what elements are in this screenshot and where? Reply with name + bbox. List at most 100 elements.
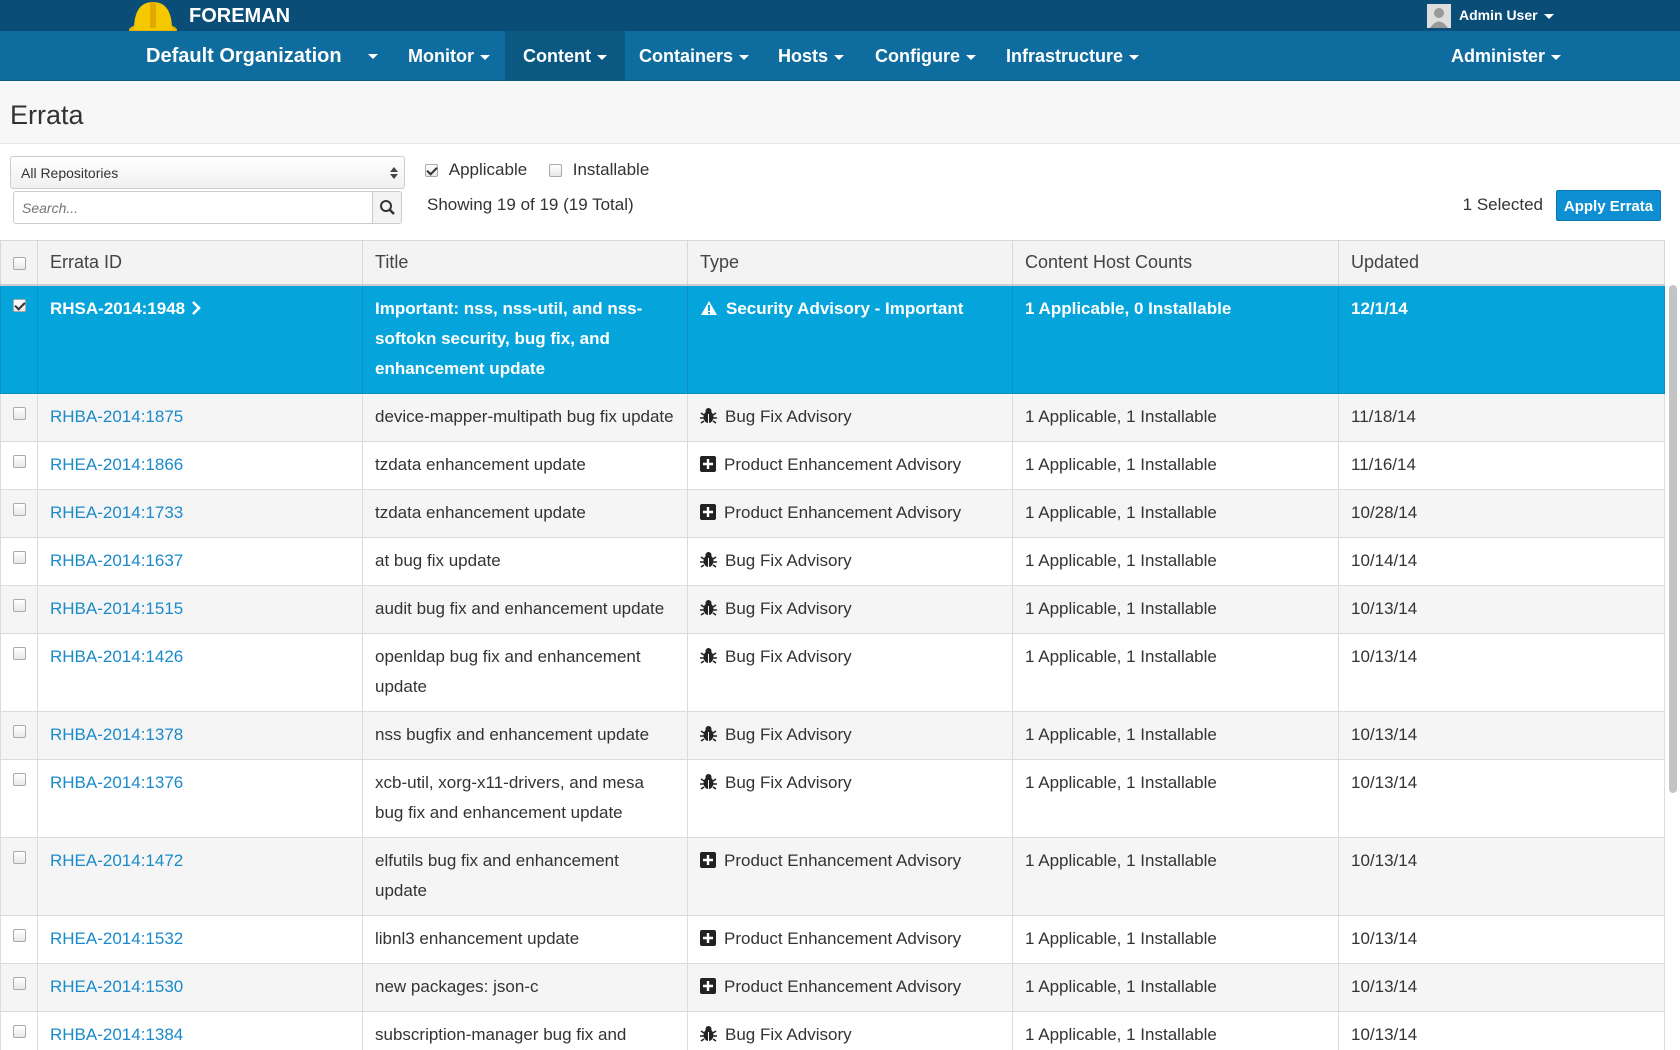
errata-type: Product Enhancement Advisory: [724, 976, 962, 996]
cell: 10/13/14: [1338, 914, 1665, 964]
enhancement-icon: [700, 929, 716, 946]
updated-date: 10/13/14: [1351, 772, 1418, 792]
chevron-icon: [192, 300, 201, 315]
errata-type: Product Enhancement Advisory: [724, 502, 962, 522]
nav-bar: Default Organization Administer Monitor C…: [0, 31, 1680, 81]
nav-label: Content: [523, 46, 591, 66]
errata-link[interactable]: RHBA-2014:1515: [50, 598, 184, 618]
nav-item[interactable]: Monitor: [390, 31, 508, 81]
caret: [739, 54, 750, 60]
checkbox-cell: [0, 536, 38, 586]
row-checkbox[interactable]: [12, 598, 26, 612]
errata-link[interactable]: RHBA-2014:1637: [50, 550, 184, 570]
errata-row: RHEA-2014:1866 tzdata enhancement update P…: [0, 440, 1665, 490]
errata-link[interactable]: RHEA-2014:1532: [50, 928, 184, 948]
apply-errata-button[interactable]: Apply Errata: [1556, 190, 1661, 221]
errata-type: Bug Fix Advisory: [725, 646, 852, 666]
nav-label: Administer: [1451, 46, 1546, 66]
errata-link[interactable]: RHBA-2014:1426: [50, 646, 184, 666]
errata-link[interactable]: RHEA-2014:1733: [50, 502, 184, 522]
cell: Bug Fix Advisory: [687, 536, 1013, 586]
bug-icon: [700, 1025, 717, 1042]
caret: [966, 54, 976, 60]
errata-row: RHBA-2014:1875 device-mapper-multipath bu…: [0, 392, 1665, 442]
errata-link[interactable]: RHBA-2014:1875: [50, 406, 184, 426]
errata-link[interactable]: RHSA-2014:1948: [50, 298, 186, 318]
org-switcher[interactable]: Default Organization: [128, 31, 396, 81]
cell: tzdata enhancement update: [362, 488, 688, 538]
search-button[interactable]: [372, 191, 402, 224]
cell: Bug Fix Advisory: [687, 758, 1013, 838]
column-header: Type: [687, 240, 1013, 286]
updated-date: 10/14/14: [1351, 550, 1418, 570]
row-checkbox[interactable]: [12, 502, 26, 516]
errata-link[interactable]: RHEA-2014:1472: [50, 850, 184, 870]
cell: subscription-manager bug fix and: [362, 1010, 688, 1050]
errata-title: tzdata enhancement update: [375, 502, 586, 522]
checkbox[interactable]: [549, 164, 562, 178]
checkbox[interactable]: [425, 164, 438, 178]
result-count: Showing 19 of 19 (19 Total): [427, 195, 634, 214]
errata-title: new packages: json-c: [375, 976, 539, 996]
row-checkbox[interactable]: [12, 850, 26, 864]
cell: 10/13/14: [1338, 584, 1665, 634]
nav-item[interactable]: Containers: [621, 31, 767, 81]
search-icon: [380, 200, 395, 215]
host-counts: 1 Applicable, 1 Installable: [1025, 928, 1217, 948]
cell: RHBA-2014:1426: [37, 632, 363, 712]
user-menu[interactable]: Admin User: [1459, 7, 1554, 23]
search-input[interactable]: [13, 191, 373, 224]
page-title: Errata: [10, 100, 84, 130]
errata-link[interactable]: RHBA-2014:1384: [50, 1024, 184, 1044]
errata-row: RHEA-2014:1733 tzdata enhancement update P…: [0, 488, 1665, 538]
row-checkbox[interactable]: [12, 772, 26, 786]
user-avatar: [1427, 4, 1451, 28]
checkbox-cell: [0, 440, 38, 490]
select-all-checkbox[interactable]: [12, 256, 26, 270]
row-checkbox[interactable]: [12, 976, 26, 990]
header-row: Errata ID Title Type Content Host Counts Upd…: [0, 240, 1665, 286]
nav-item[interactable]: Content: [505, 31, 625, 81]
errata-link[interactable]: RHEA-2014:1530: [50, 976, 184, 996]
updated-date: 10/13/14: [1351, 724, 1418, 744]
errata-type: Bug Fix Advisory: [725, 550, 852, 570]
checkbox-cell: [0, 392, 38, 442]
row-checkbox[interactable]: [12, 1024, 26, 1038]
cell: Bug Fix Advisory: [687, 710, 1013, 760]
nav-item[interactable]: Hosts: [760, 31, 862, 81]
cell: 1 Applicable, 0 Installable: [1012, 284, 1339, 394]
row-checkbox[interactable]: [12, 454, 26, 468]
nav-item[interactable]: Infrastructure: [988, 31, 1157, 81]
host-counts: 1 Applicable, 1 Installable: [1025, 724, 1217, 744]
nav-item[interactable]: Configure: [857, 31, 994, 81]
installable-filter[interactable]: Installable: [549, 160, 649, 180]
row-checkbox[interactable]: [12, 550, 26, 564]
errata-row: RHBA-2014:1376 xcb-util, xorg-x11-drivers…: [0, 758, 1665, 838]
row-checkbox[interactable]: [12, 298, 26, 312]
row-checkbox[interactable]: [12, 406, 26, 420]
cell: 1 Applicable, 1 Installable: [1012, 1010, 1339, 1050]
applicable-filter[interactable]: Applicable: [425, 160, 527, 180]
row-checkbox[interactable]: [12, 928, 26, 942]
nav-label: Infrastructure: [1006, 46, 1124, 66]
errata-link[interactable]: RHBA-2014:1378: [50, 724, 184, 744]
repository-select[interactable]: All Repositories: [10, 156, 405, 189]
nav-administer[interactable]: Administer: [1433, 31, 1579, 81]
row-checkbox[interactable]: [12, 646, 26, 660]
host-counts: 1 Applicable, 1 Installable: [1025, 598, 1217, 618]
cell: nss bugfix and enhancement update: [362, 710, 688, 760]
row-checkbox[interactable]: [12, 724, 26, 738]
select-arrows: [390, 167, 398, 179]
errata-link[interactable]: RHBA-2014:1376: [50, 772, 184, 792]
cell: 10/13/14: [1338, 962, 1665, 1012]
host-counts: 1 Applicable, 1 Installable: [1025, 976, 1217, 996]
cell: device-mapper-multipath bug fix update: [362, 392, 688, 442]
cell: RHBA-2014:1875: [37, 392, 363, 442]
cell: Product Enhancement Advisory: [687, 962, 1013, 1012]
cell: 10/13/14: [1338, 836, 1665, 916]
errata-link[interactable]: RHEA-2014:1866: [50, 454, 184, 474]
nav-label: Containers: [639, 46, 734, 66]
updated-date: 12/1/14: [1351, 298, 1408, 318]
